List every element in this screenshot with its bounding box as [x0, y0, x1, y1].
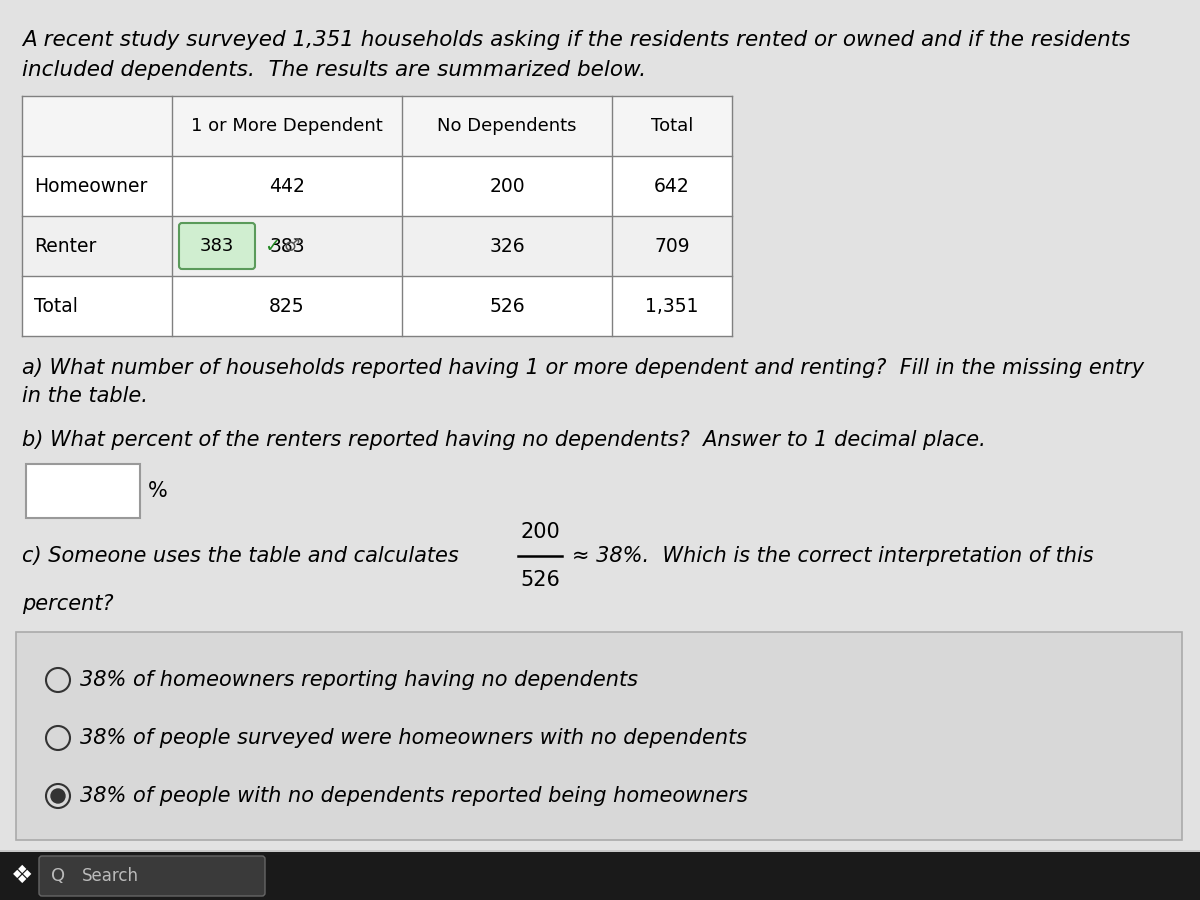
- Text: 38% of people with no dependents reported being homeowners: 38% of people with no dependents reporte…: [80, 786, 748, 806]
- Text: 200: 200: [520, 522, 560, 542]
- FancyBboxPatch shape: [179, 223, 256, 269]
- Text: 442: 442: [269, 176, 305, 195]
- Text: 383: 383: [200, 237, 234, 255]
- Text: Total: Total: [34, 296, 78, 316]
- FancyBboxPatch shape: [38, 856, 265, 896]
- Text: ≈ 38%.  Which is the correct interpretation of this: ≈ 38%. Which is the correct interpretati…: [572, 546, 1093, 566]
- Text: ✓: ✓: [264, 237, 281, 256]
- Text: Renter: Renter: [34, 237, 96, 256]
- Text: c) Someone uses the table and calculates: c) Someone uses the table and calculates: [22, 546, 458, 566]
- FancyBboxPatch shape: [0, 852, 1200, 900]
- Text: %: %: [148, 481, 168, 501]
- FancyBboxPatch shape: [22, 96, 732, 336]
- Text: 1,351: 1,351: [646, 296, 698, 316]
- Text: ◦: ◦: [298, 237, 304, 247]
- Text: Total: Total: [650, 117, 694, 135]
- Text: 825: 825: [269, 296, 305, 316]
- Text: 38% of people surveyed were homeowners with no dependents: 38% of people surveyed were homeowners w…: [80, 728, 748, 748]
- Text: Search: Search: [82, 867, 139, 885]
- Text: percent?: percent?: [22, 594, 114, 614]
- FancyBboxPatch shape: [22, 156, 732, 216]
- Text: b) What percent of the renters reported having no dependents?  Answer to 1 decim: b) What percent of the renters reported …: [22, 430, 985, 450]
- Text: No Dependents: No Dependents: [437, 117, 577, 135]
- Text: a) What number of households reported having 1 or more dependent and renting?  F: a) What number of households reported ha…: [22, 358, 1144, 378]
- Text: 526: 526: [490, 296, 524, 316]
- Text: 1 or More Dependent: 1 or More Dependent: [191, 117, 383, 135]
- Text: 709: 709: [654, 237, 690, 256]
- FancyBboxPatch shape: [22, 96, 732, 156]
- Text: included dependents.  The results are summarized below.: included dependents. The results are sum…: [22, 60, 646, 80]
- FancyBboxPatch shape: [22, 276, 732, 336]
- Text: 326: 326: [490, 237, 524, 256]
- Text: in the table.: in the table.: [22, 386, 148, 406]
- Text: 200: 200: [490, 176, 524, 195]
- Text: 383: 383: [269, 237, 305, 256]
- Text: 642: 642: [654, 176, 690, 195]
- FancyBboxPatch shape: [22, 216, 732, 276]
- FancyBboxPatch shape: [16, 632, 1182, 840]
- FancyBboxPatch shape: [26, 464, 140, 518]
- Text: ♂: ♂: [284, 237, 300, 255]
- Text: 526: 526: [520, 570, 560, 590]
- Text: Homeowner: Homeowner: [34, 176, 148, 195]
- Text: Q: Q: [50, 867, 65, 885]
- FancyBboxPatch shape: [0, 0, 1200, 850]
- Circle shape: [50, 789, 65, 803]
- Text: A recent study surveyed 1,351 households asking if the residents rented or owned: A recent study surveyed 1,351 households…: [22, 30, 1130, 50]
- Text: 38% of homeowners reporting having no dependents: 38% of homeowners reporting having no de…: [80, 670, 638, 690]
- Text: ❖: ❖: [11, 864, 34, 888]
